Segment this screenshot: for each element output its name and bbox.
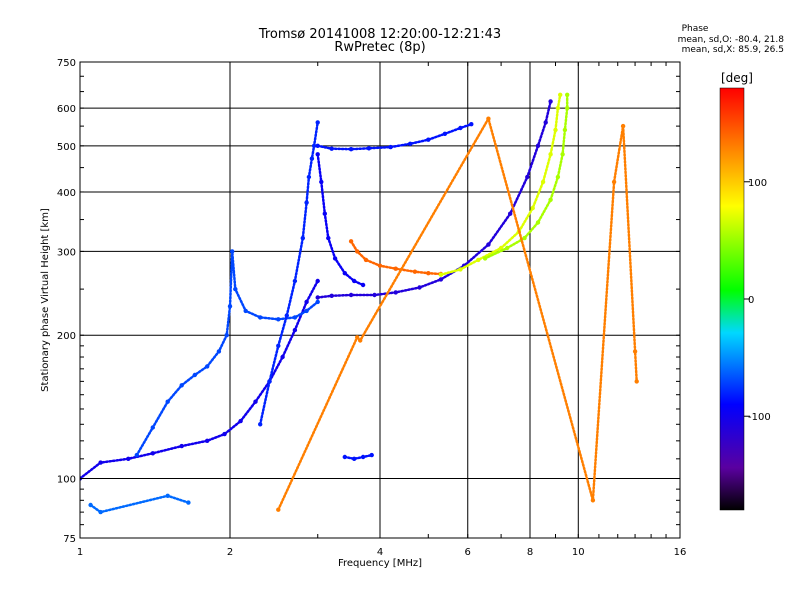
x-tick-label: 6 <box>465 547 471 558</box>
stats-x-mode: mean, sd,X: 85.9, 26.5 <box>681 45 784 55</box>
x-tick-label: 8 <box>527 547 533 558</box>
colorbar <box>719 87 745 511</box>
trace-line <box>316 100 552 299</box>
trace-line <box>349 240 443 276</box>
trace-line <box>80 279 319 480</box>
trace-line <box>277 115 638 511</box>
trace-line <box>89 494 190 514</box>
x-tick-label: 1 <box>77 547 83 558</box>
y-tick-label: 100 <box>57 475 76 486</box>
y-tick-label: 200 <box>57 331 76 342</box>
y-tick-label: 75 <box>63 534 76 545</box>
y-tick-label: 600 <box>57 104 76 115</box>
x-tick-label: 16 <box>674 547 687 558</box>
colorbar-label: [deg] <box>721 71 753 85</box>
y-tick-label: 500 <box>57 142 76 153</box>
trace-line <box>439 93 562 276</box>
y-tick-label: 400 <box>57 188 76 199</box>
trace-line <box>483 93 569 260</box>
x-tick-label: 2 <box>227 547 233 558</box>
colorbar-ticks: 100 0 -100 <box>744 178 771 423</box>
x-tick-label: 4 <box>377 547 383 558</box>
x-axis-label: Frequency [MHz] <box>338 558 422 569</box>
trace-line <box>316 153 365 287</box>
stats-o-mode: mean, sd,O: -80.4, 21.8 <box>677 35 784 45</box>
trace-line <box>316 122 473 151</box>
grid-lines <box>80 62 680 538</box>
data-points <box>80 92 639 515</box>
chart-title: Tromsø 20141008 12:20:00-12:21:43 <box>258 27 502 42</box>
stats-header: Phase <box>681 24 709 34</box>
y-tick-label: 300 <box>57 247 76 258</box>
colorbar-tick-label: -100 <box>748 412 771 423</box>
chart-subtitle: RwPretec (8p) <box>334 40 426 55</box>
trace-line <box>135 251 319 457</box>
y-tick-label: 750 <box>57 58 76 69</box>
x-tick-label: 10 <box>572 547 585 558</box>
y-axis-label: Stationary phase Virtual Height [km] <box>40 208 51 392</box>
trace-line <box>343 453 373 461</box>
trace-line <box>258 121 319 426</box>
colorbar-tick-label: 100 <box>748 178 767 189</box>
colorbar-tick-label: 0 <box>748 295 754 306</box>
axis-ticks: 1 2 4 6 8 10 16 75 100 200 300 400 500 600 750 <box>57 58 686 558</box>
